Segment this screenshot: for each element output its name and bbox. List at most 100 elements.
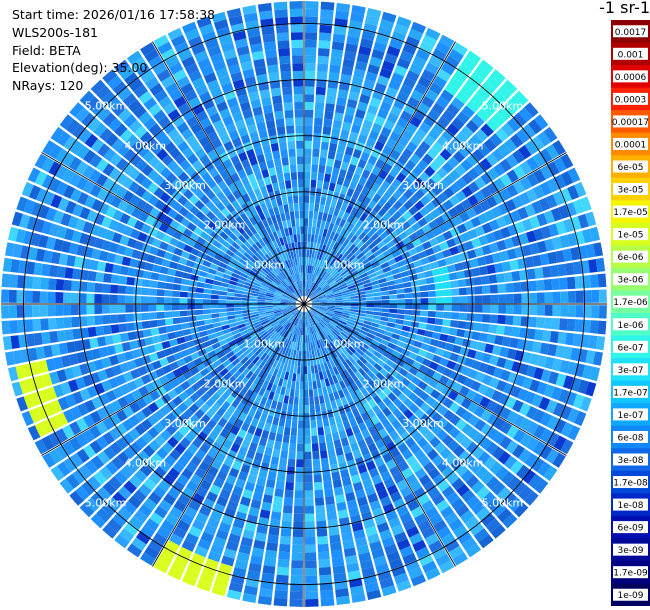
range-bin	[213, 226, 223, 236]
range-bin	[207, 221, 217, 231]
range-bin	[257, 378, 265, 387]
range-bin	[382, 201, 393, 212]
range-bin	[359, 222, 368, 232]
range-bin	[238, 53, 252, 64]
range-bin	[383, 477, 395, 489]
range-bin	[350, 304, 359, 307]
range-bin	[445, 142, 458, 155]
range-bin	[360, 342, 370, 350]
range-bin	[283, 395, 289, 404]
range-bin	[298, 334, 301, 343]
range-bin	[286, 411, 293, 420]
range-bin	[471, 237, 482, 249]
range-bin	[289, 211, 295, 220]
range-bin	[470, 380, 482, 392]
range-bin	[110, 196, 122, 208]
range-bin	[572, 261, 583, 275]
range-bin	[277, 425, 284, 435]
range-bin	[178, 171, 190, 183]
range-bin	[271, 281, 279, 287]
range-bin	[251, 163, 261, 174]
range-bin	[432, 546, 447, 560]
range-bin	[235, 392, 245, 402]
range-bin	[179, 437, 191, 449]
range-bin	[96, 107, 111, 122]
range-bin	[114, 471, 128, 485]
range-bin	[153, 129, 167, 142]
range-bin	[565, 332, 575, 346]
range-bin	[311, 300, 320, 303]
colorbar-tick-label: 6e-08	[618, 433, 644, 443]
range-bin	[76, 244, 87, 257]
range-bin	[304, 171, 311, 180]
range-bin	[477, 143, 491, 157]
range-bin	[367, 253, 376, 262]
range-bin	[358, 255, 367, 263]
range-bin	[262, 454, 272, 464]
range-bin	[179, 310, 188, 317]
range-bin	[366, 408, 376, 419]
range-bin	[184, 386, 195, 397]
range-bin	[173, 385, 185, 395]
range-bin	[249, 131, 260, 142]
range-bin	[324, 221, 331, 230]
range-bin	[172, 461, 185, 474]
range-bin	[544, 238, 555, 252]
range-bin	[258, 238, 266, 248]
range-bin	[278, 205, 285, 214]
range-bin	[335, 10, 349, 20]
range-bin	[326, 238, 333, 247]
range-bin	[350, 373, 359, 383]
range-bin	[289, 307, 297, 312]
range-bin	[304, 109, 314, 118]
range-bin	[474, 419, 486, 432]
range-bin	[331, 260, 339, 268]
range-bin	[249, 382, 257, 392]
range-bin	[340, 129, 350, 139]
range-bin	[461, 105, 475, 119]
range-bin	[364, 250, 374, 258]
range-bin	[273, 296, 282, 299]
range-bin	[209, 263, 219, 271]
range-bin	[508, 497, 523, 512]
range-bin	[276, 566, 290, 576]
range-bin	[156, 248, 166, 258]
range-bin	[449, 182, 461, 194]
range-bin	[153, 422, 165, 434]
range-bin	[1, 305, 10, 319]
range-bin	[249, 373, 258, 383]
range-bin	[172, 526, 187, 539]
range-bin	[188, 403, 200, 414]
range-bin	[355, 536, 368, 547]
range-bin	[299, 202, 304, 211]
range-bin	[160, 167, 172, 179]
range-bin	[72, 328, 82, 340]
range-bin	[153, 485, 167, 499]
range-bin	[112, 232, 123, 244]
range-bin	[216, 363, 226, 373]
range-bin	[240, 61, 253, 72]
range-bin	[217, 417, 228, 428]
range-bin	[315, 505, 326, 514]
range-bin	[196, 486, 208, 498]
range-bin	[455, 503, 470, 518]
range-bin	[202, 299, 211, 304]
range-bin	[402, 519, 416, 531]
range-bin	[128, 414, 140, 427]
range-bin	[341, 314, 350, 319]
range-bin	[164, 297, 172, 304]
range-bin	[223, 347, 232, 355]
range-bin	[378, 257, 387, 265]
range-bin	[317, 211, 324, 221]
range-bin	[48, 448, 63, 464]
range-bin	[191, 216, 201, 226]
range-bin	[145, 215, 156, 226]
range-bin	[171, 254, 181, 263]
range-bin	[544, 292, 553, 303]
range-bin	[140, 304, 149, 312]
range-bin	[79, 281, 88, 292]
range-bin	[465, 475, 480, 489]
range-bin	[517, 388, 529, 402]
range-bin	[172, 283, 181, 291]
range-bin	[296, 148, 304, 157]
